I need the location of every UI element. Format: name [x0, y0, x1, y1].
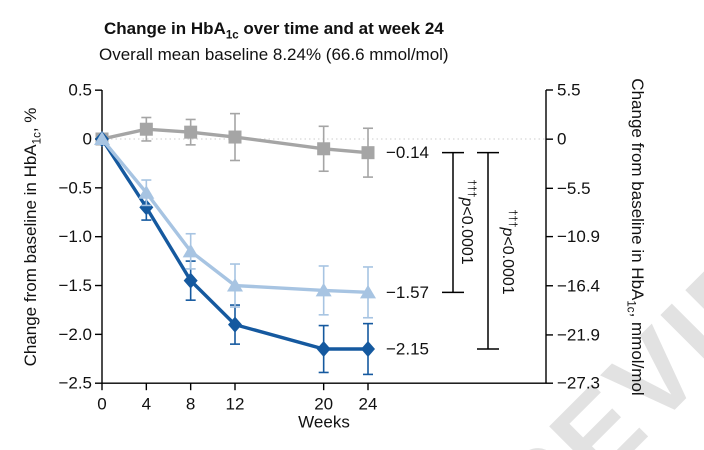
marker-triangle: [138, 185, 155, 199]
p-italic: p: [458, 197, 475, 207]
left-axis-tick-label: −2.0: [58, 325, 92, 344]
left-axis-tick-label: −1.5: [58, 276, 92, 295]
p-value-text: <0.0001: [458, 206, 475, 265]
x-axis-tick-label: 12: [226, 395, 245, 414]
series-line-dark-blue-diamonds: [100, 138, 369, 351]
dagger-symbols: †††: [465, 179, 478, 198]
left-y-axis-title: Change from baseline in HbA1c, %: [21, 107, 44, 367]
marker-triangle: [227, 278, 244, 292]
right-axis-tick-label: 5.5: [557, 81, 581, 100]
left-axis-tick-label: −1.0: [58, 227, 92, 246]
marker-triangle: [315, 282, 332, 297]
x-axis-tick-label: 0: [97, 395, 106, 414]
marker-triangle: [94, 131, 110, 145]
chart-title-subscript: 1c: [225, 29, 239, 42]
marker-diamond: [361, 341, 376, 358]
right-axis-tick-label: −16.4: [557, 276, 600, 295]
p-value-annotation-1: †††p<0.0001: [457, 179, 478, 265]
x-axis-tick-label: 8: [186, 395, 195, 414]
right-axis-tick-label: −21.9: [557, 325, 600, 344]
chart-title: Change in HbA1c over time and at week 24: [104, 19, 444, 42]
right-axis-tick-label: −5.5: [557, 179, 591, 198]
marker-square: [361, 146, 375, 160]
left-axis-tick-label: −0.5: [58, 178, 92, 197]
marker-triangle: [360, 284, 377, 299]
p-value-annotation-2: †††p<0.0001: [498, 209, 519, 295]
x-axis-tick-label: 20: [314, 395, 333, 414]
left-y-axis-title-subscript: 1c: [31, 132, 44, 145]
p-value-text: <0.0001: [499, 236, 516, 295]
right-axis-tick-label: 0: [557, 130, 566, 149]
right-axis-tick-label: −10.9: [557, 227, 600, 246]
left-y-axis-title-text: Change from baseline in HbA: [21, 144, 40, 367]
right-y-axis-title-subscript: 1c: [624, 300, 637, 313]
x-axis-tick-label: 4: [142, 395, 151, 414]
end-value-label-gray-squares: −0.14: [386, 143, 429, 162]
series-line-light-blue-triangles: [100, 137, 369, 295]
left-axis-tick-label: 0: [83, 130, 92, 149]
right-y-axis-title: Change from baseline in HbA1c, mmol/mol: [624, 78, 647, 396]
right-y-axis-title-unit: , mmol/mol: [628, 312, 647, 396]
chart-subtitle: Overall mean baseline 8.24% (66.6 mmol/m…: [99, 45, 449, 64]
marker-diamond: [228, 316, 243, 333]
right-y-axis-title-text: Change from baseline in HbA: [628, 78, 647, 301]
marker-diamond: [183, 272, 198, 289]
marker-square: [184, 125, 198, 139]
left-axis-tick-label: −2.5: [58, 374, 92, 393]
x-axis-tick-label: 24: [359, 395, 378, 414]
right-axis-tick-label: −27.3: [557, 374, 600, 393]
chart-title-text: Change in HbA: [104, 19, 226, 38]
p-italic: p: [499, 227, 516, 237]
marker-diamond: [139, 199, 154, 216]
dagger-symbols: †††: [506, 209, 519, 228]
marker-diamond: [316, 341, 331, 358]
x-axis-title: Weeks: [298, 413, 350, 432]
left-axis-tick-label: 0.5: [68, 81, 92, 100]
series-line-gray-squares: [101, 127, 369, 155]
left-y-axis-title-unit: , %: [21, 107, 40, 133]
end-value-label-light-blue-triangles: −1.57: [386, 283, 429, 302]
marker-triangle: [182, 243, 199, 258]
marker-square: [139, 122, 153, 136]
end-value-label-dark-blue-diamonds: −2.15: [386, 340, 429, 359]
marker-square: [317, 142, 331, 156]
chart-title-text-post: over time and at week 24: [238, 19, 444, 38]
marker-square: [228, 130, 242, 144]
